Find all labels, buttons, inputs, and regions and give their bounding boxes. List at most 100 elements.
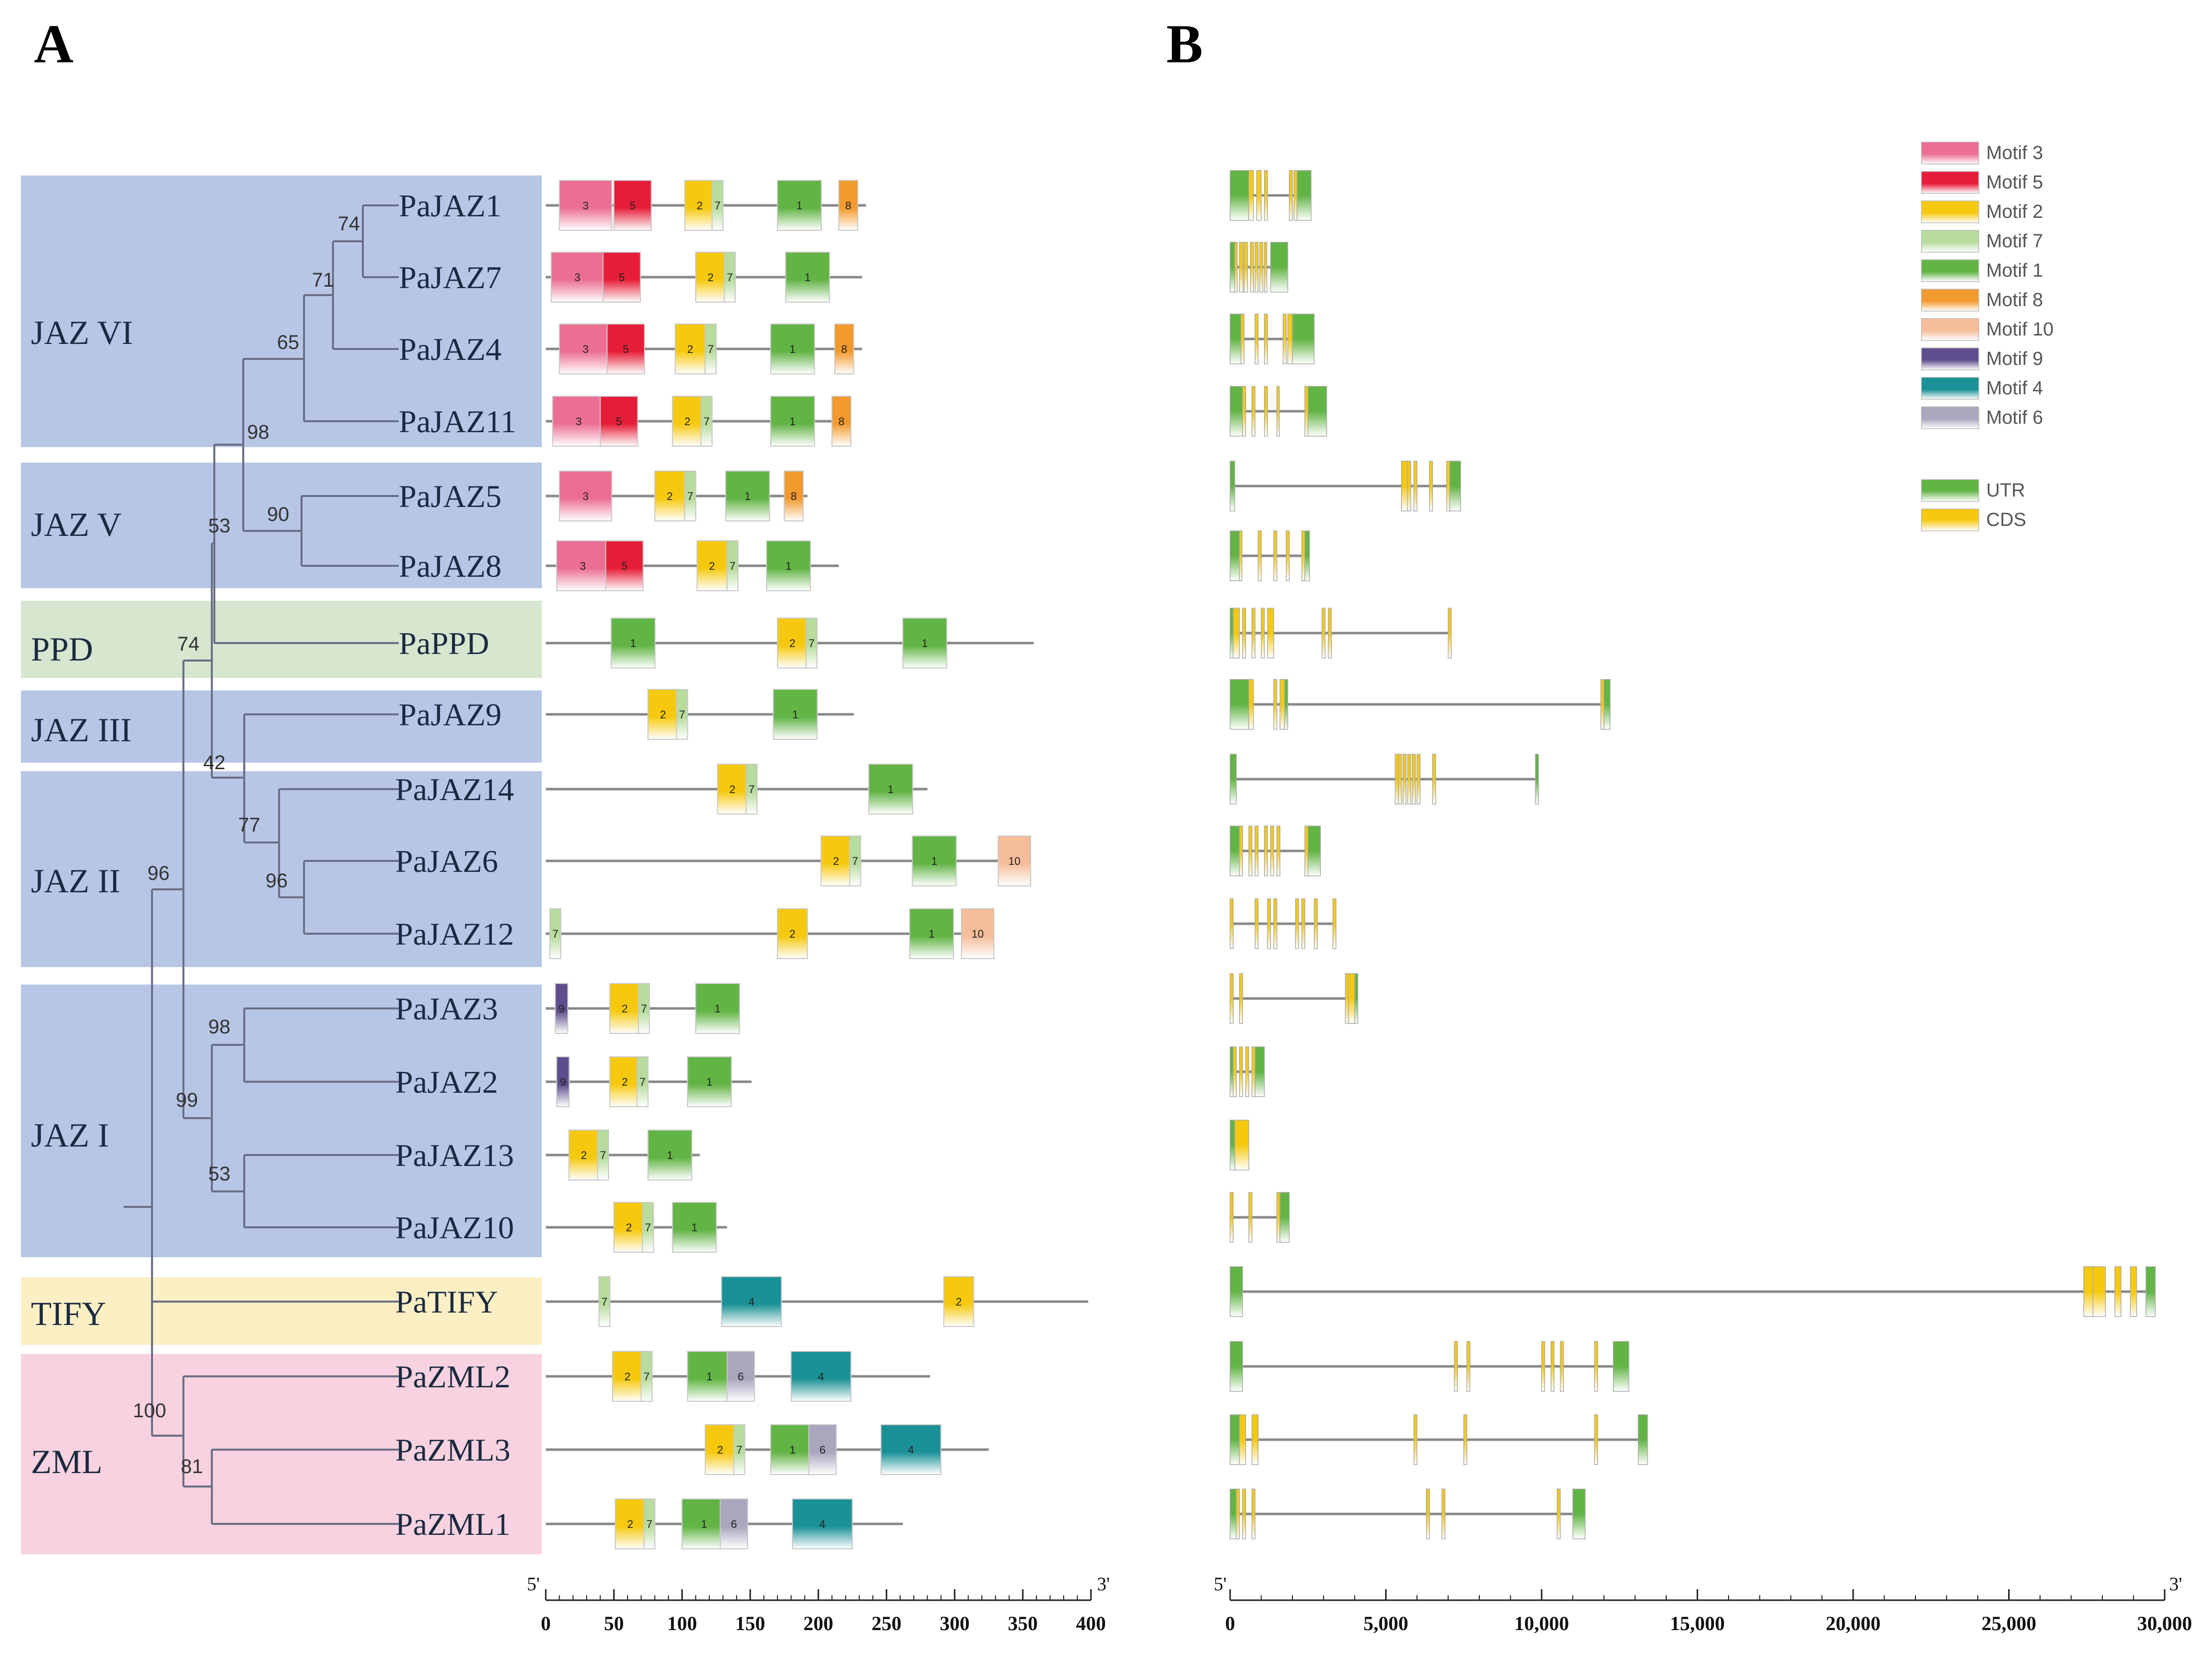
motif-10-box <box>960 908 994 959</box>
motif-row-PaJAZ6: 2 7 1 10 <box>546 835 1031 886</box>
cds-segment <box>1441 1489 1445 1539</box>
structure-row-PaJAZ12 <box>1230 898 1337 949</box>
cds-segment <box>2114 1266 2122 1317</box>
structure-row-PaTIFY <box>1230 1266 2156 1317</box>
motif-2-box <box>672 396 703 447</box>
motif-6-box <box>808 1424 837 1475</box>
cds-segment <box>1264 826 1268 876</box>
cds-segment <box>1301 898 1305 949</box>
motif-5-box <box>613 180 652 231</box>
cds-segment <box>1248 826 1253 876</box>
motif-5-box <box>602 252 641 303</box>
legend-swatch-motif-3 <box>1921 142 1979 165</box>
motif-number: 1 <box>931 855 937 867</box>
motif-number: 2 <box>955 1296 961 1308</box>
cds-segment <box>1454 1341 1458 1392</box>
structure-row-PaJAZ5 <box>1230 461 1461 511</box>
legend-label: CDS <box>1986 509 2026 530</box>
motif-2-box <box>777 908 808 959</box>
bootstrap-value: 100 <box>133 1400 166 1422</box>
motif-number: 1 <box>786 560 791 572</box>
motif-3-box <box>550 252 604 303</box>
cds-segment <box>1276 826 1280 876</box>
axis-a-tick-label: 100 <box>667 1612 697 1635</box>
structure-row-PaJAZ8 <box>1230 530 1310 581</box>
cds-segment <box>1239 530 1243 581</box>
gene-label: PaJAZ7 <box>399 260 501 295</box>
cds-segment <box>1332 898 1337 949</box>
clade-band-jaz-iii <box>21 690 542 763</box>
cds-segment <box>1273 679 1277 730</box>
cds-segment <box>1242 608 1246 659</box>
motif-number: 1 <box>804 271 810 284</box>
motif-number: 2 <box>790 637 795 650</box>
axis-a-tick-label: 400 <box>1076 1612 1106 1635</box>
motif-1-box <box>777 180 822 231</box>
utr-segment <box>1230 386 1243 437</box>
utr-segment <box>1230 679 1250 730</box>
clade-band-zml <box>21 1354 542 1554</box>
motif-2-box <box>777 618 808 668</box>
legend-swatch-motif-9 <box>1921 347 1979 370</box>
gene-label: PaPPD <box>399 626 489 661</box>
cds-segment <box>1267 898 1271 949</box>
motif-number: 3 <box>583 490 589 502</box>
motif-number: 3 <box>580 560 586 572</box>
cds-segment <box>1252 1489 1256 1539</box>
cds-segment <box>1414 461 1418 511</box>
motif-number: 7 <box>600 1149 606 1162</box>
cds-segment <box>1230 898 1234 949</box>
motif-number: 1 <box>790 415 795 428</box>
gene-label: PaJAZ4 <box>399 332 501 367</box>
utr-segment <box>1230 314 1242 364</box>
cds-segment <box>1304 826 1308 876</box>
cds-segment <box>1401 461 1408 511</box>
cds-segment <box>1242 1489 1246 1539</box>
motif-1-box <box>868 764 914 815</box>
cds-segment <box>1407 461 1412 511</box>
motif-1-box <box>773 689 818 740</box>
utr-segment <box>1284 679 1288 730</box>
legend-swatch-motif-6 <box>1921 406 1979 429</box>
motif-1-box <box>687 1351 732 1402</box>
structure-row-PaJAZ14 <box>1230 754 1539 805</box>
bootstrap-value: 81 <box>181 1456 203 1478</box>
bootstrap-value: 53 <box>208 515 231 537</box>
motif-row-PaZML1: 2 7 1 6 4 <box>546 1498 903 1549</box>
cds-segment <box>1239 826 1243 876</box>
utr-segment <box>2145 1266 2156 1317</box>
clade-band-tify <box>21 1277 542 1345</box>
motif-number: 7 <box>736 1444 742 1456</box>
motif-3-box <box>552 396 606 447</box>
utr-segment <box>1572 1489 1586 1539</box>
legend-swatch-motif-1 <box>1921 259 1979 282</box>
motif-1-box <box>912 835 957 886</box>
legend-swatch-motif-10 <box>1921 318 1979 341</box>
gene-label: PaZML2 <box>395 1359 510 1394</box>
motif-number: 7 <box>749 783 755 796</box>
motif-number: 1 <box>701 1518 707 1530</box>
bootstrap-value: 98 <box>247 421 270 443</box>
utr-segment <box>1307 386 1327 437</box>
bootstrap-value: 65 <box>277 332 300 353</box>
gene-label: PaJAZ2 <box>395 1064 498 1100</box>
utr-segment <box>1230 1046 1234 1097</box>
cds-segment <box>2130 1266 2137 1317</box>
axis-b-tick-label: 30,000 <box>2137 1612 2192 1635</box>
legend-swatch-motif-8 <box>1921 289 1979 312</box>
gene-label: PaJAZ3 <box>395 991 498 1026</box>
motif-5-box <box>605 540 644 591</box>
cds-segment <box>1432 754 1436 805</box>
cds-segment <box>1293 170 1298 221</box>
cds-segment <box>1560 1341 1564 1392</box>
cds-segment <box>1594 1341 1598 1392</box>
utr-segment <box>1449 461 1461 511</box>
cds-segment <box>1345 973 1349 1024</box>
cds-segment <box>1267 608 1274 659</box>
motif-1-box <box>681 1498 727 1549</box>
utr-segment <box>1304 530 1310 581</box>
cds-segment <box>1241 314 1245 364</box>
